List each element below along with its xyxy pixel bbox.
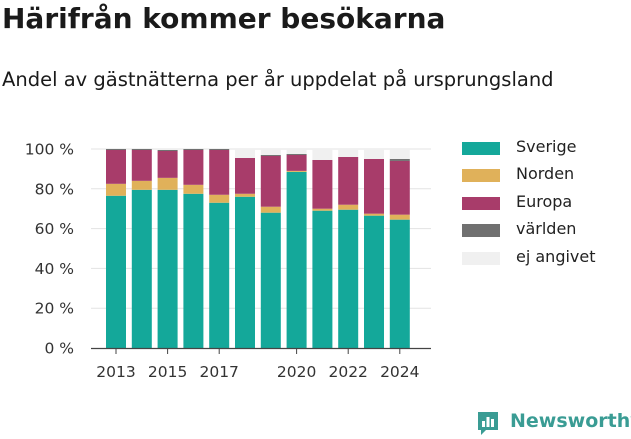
bar-segment-europa-2016 (183, 149, 204, 185)
bar-segment-ej-angivet-2015 (157, 149, 178, 150)
bar-segment-varlden-2019 (260, 154, 281, 156)
bar-segment-norden-2021 (312, 208, 333, 211)
legend-label-sverige: Sverige (516, 137, 577, 156)
bar-segment-varlden-2024 (389, 158, 410, 161)
bar-segment-ej-angivet-2023 (364, 149, 384, 159)
y-tick-label: 0 % (44, 340, 74, 358)
legend-label-ej-angivet: ej angivet (516, 247, 596, 266)
bar-segment-sverige-2023 (364, 215, 384, 348)
legend-item-norden: Norden (462, 164, 622, 184)
bar-segment-sverige-2014 (131, 189, 152, 348)
bar-segment-europa-2024 (389, 160, 410, 215)
legend-swatch-sverige (462, 142, 500, 155)
bar-segment-norden-2015 (157, 177, 178, 190)
bar-segment-sverige-2017 (209, 202, 230, 348)
x-tick-label: 2020 (277, 363, 316, 381)
bar-segment-europa-2015 (157, 150, 178, 178)
bar-segment-ej-angivet-2020 (286, 149, 307, 154)
bar-segment-europa-2013 (106, 149, 126, 184)
newsworthy-logo-text: Newsworthy (510, 410, 631, 432)
x-tick-label: 2022 (328, 363, 367, 381)
bar-segment-sverige-2015 (157, 189, 178, 348)
x-tick-label: 2017 (199, 363, 238, 381)
bar-segment-norden-2023 (364, 213, 384, 216)
bar-segment-norden-2014 (131, 180, 152, 190)
y-tick-label: 100 % (25, 141, 74, 159)
y-tick-label: 60 % (35, 220, 74, 238)
bar-segment-sverige-2016 (183, 193, 204, 348)
bar-segment-sverige-2020 (286, 171, 307, 348)
bar-segment-europa-2017 (209, 149, 230, 195)
bar-segment-europa-2022 (338, 156, 359, 205)
chart-title: Härifrån kommer besökarna (2, 2, 446, 35)
bar-segment-sverige-2013 (106, 195, 126, 348)
bar-segment-sverige-2018 (235, 196, 255, 348)
legend-swatch-europa (462, 197, 500, 210)
legend-item-ej-angivet: ej angivet (462, 247, 622, 267)
bar-segment-ej-angivet-2024 (389, 149, 410, 159)
chart-subtitle: Andel av gästnätterna per år uppdelat på… (2, 68, 554, 91)
y-tick-label: 40 % (35, 260, 74, 278)
bar-segment-europa-2021 (312, 159, 333, 209)
legend-item-sverige: Sverige (462, 137, 622, 157)
x-tick-label: 2015 (148, 363, 187, 381)
bar-segment-sverige-2022 (338, 209, 359, 348)
bar-segment-ej-angivet-2021 (312, 149, 333, 160)
bar-segment-norden-2018 (235, 193, 255, 197)
legend-swatch-ej-angivet (462, 252, 500, 265)
bar-segment-europa-2018 (235, 157, 255, 194)
bar-segment-ej-angivet-2019 (260, 149, 281, 155)
x-tick-label: 2024 (380, 363, 419, 381)
bar-segment-varlden-2020 (286, 153, 307, 155)
bar-segment-varlden-2014 (131, 149, 152, 150)
bar-segment-varlden-2016 (183, 149, 204, 150)
legend-item-europa: Europa (462, 192, 622, 212)
bar-segment-varlden-2015 (157, 149, 178, 151)
legend-swatch-varlden (462, 224, 500, 237)
bar-segment-norden-2024 (389, 214, 410, 220)
legend-swatch-norden (462, 169, 500, 182)
legend-label-norden: Norden (516, 164, 575, 183)
bar-segment-europa-2023 (364, 158, 384, 214)
bar-segment-varlden-2013 (106, 149, 126, 150)
x-tick-label: 2013 (96, 363, 135, 381)
bar-segment-varlden-2017 (209, 149, 230, 150)
newsworthy-logo-icon (478, 412, 498, 435)
bar-segment-europa-2014 (131, 149, 152, 181)
legend-item-varlden: världen (462, 219, 622, 239)
bar-segment-norden-2016 (183, 184, 204, 194)
bar-segment-sverige-2021 (312, 210, 333, 348)
bar-segment-norden-2019 (260, 206, 281, 213)
bar-segment-norden-2017 (209, 194, 230, 203)
bar-segment-sverige-2019 (260, 212, 281, 348)
bar-segment-ej-angivet-2022 (338, 149, 359, 157)
legend-label-varlden: världen (516, 219, 577, 238)
bar-segment-norden-2022 (338, 204, 359, 210)
bar-segment-europa-2020 (286, 154, 307, 171)
y-tick-label: 20 % (35, 300, 74, 318)
legend-label-europa: Europa (516, 192, 573, 211)
bar-segment-norden-2020 (286, 170, 307, 172)
y-tick-label: 80 % (35, 180, 74, 198)
bar-segment-ej-angivet-2018 (235, 149, 255, 158)
bar-segment-europa-2019 (260, 155, 281, 207)
bar-segment-norden-2013 (106, 183, 126, 196)
bar-segment-sverige-2024 (389, 219, 410, 348)
